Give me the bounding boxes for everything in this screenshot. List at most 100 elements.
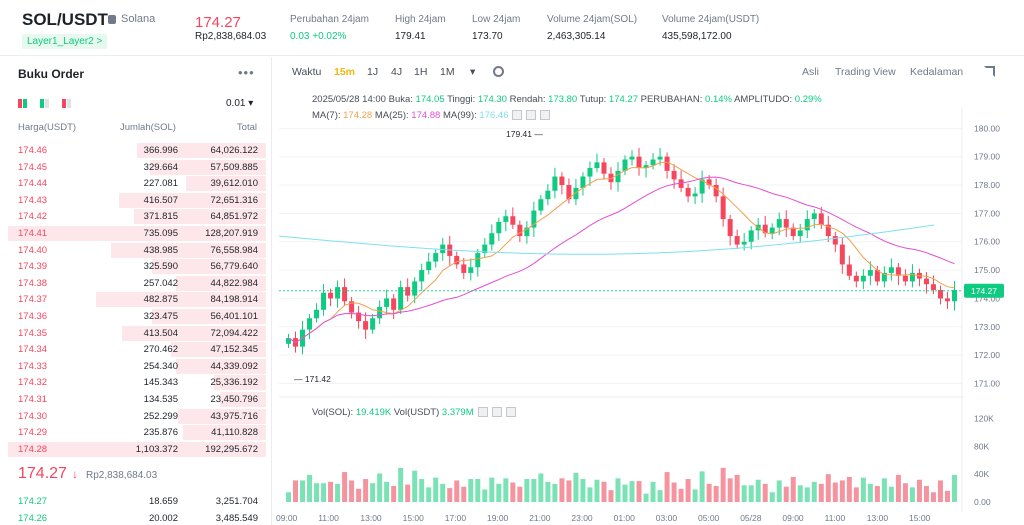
depth-bar — [122, 325, 266, 341]
settings-icon[interactable] — [526, 110, 537, 121]
precision-select[interactable]: 0.01 ▾ — [226, 98, 254, 109]
ask-row[interactable]: 174.39 325.590 56,779.640 — [0, 258, 271, 275]
candle — [363, 321, 369, 330]
ask-row[interactable]: 174.33 254.340 44,339.092 — [0, 358, 271, 374]
bid-row[interactable]: 174.26 20.002 3,485.549 — [0, 510, 271, 525]
volume-bar — [783, 486, 789, 502]
ask-row[interactable]: 174.32 145.343 25,336.192 — [0, 374, 271, 391]
x-tick-label: 21:00 — [529, 513, 551, 523]
ask-row[interactable]: 174.46 366.996 64,026.122 — [0, 142, 271, 158]
view-depth[interactable]: Kedalaman — [910, 66, 964, 78]
ask-total: 72,651.316 — [210, 194, 258, 206]
bid-row[interactable]: 174.27 18.659 3,251.704 — [0, 493, 271, 509]
settings-gear-icon[interactable] — [493, 66, 504, 77]
ask-row[interactable]: 174.43 416.507 72,651.316 — [0, 192, 271, 208]
volume-bar — [468, 479, 474, 502]
ask-price: 174.45 — [18, 161, 48, 173]
bid-total: 3,251.704 — [215, 496, 258, 507]
pair-title[interactable]: SOL/USDT — [22, 10, 108, 29]
ask-price: 174.29 — [18, 427, 48, 439]
candle — [594, 162, 600, 169]
x-tick-label: 23:00 — [571, 513, 593, 523]
volume-bar — [713, 485, 719, 502]
fullscreen-icon[interactable] — [984, 66, 995, 77]
candle — [475, 253, 481, 268]
ask-price: 174.33 — [18, 360, 48, 372]
view-tradingview[interactable]: Trading View — [835, 66, 896, 78]
interval-4[interactable]: 1H — [414, 66, 428, 78]
y-tick-label: 179.00 — [974, 152, 1000, 162]
volume-bar — [748, 485, 754, 502]
last-price-tag-label: 174.27 — [971, 286, 997, 296]
ask-row[interactable]: 174.40 438.985 76,558.984 — [0, 242, 271, 258]
depth-bar — [186, 176, 266, 192]
candle — [377, 306, 383, 319]
ask-row[interactable]: 174.28 1,103.372 192,295.672 — [0, 441, 271, 457]
x-tick-label: 19:00 — [487, 513, 509, 523]
interval-0[interactable]: Waktu — [292, 66, 322, 78]
candle — [867, 270, 873, 276]
interval-6[interactable]: ▾ — [470, 66, 476, 78]
volume-bar — [552, 483, 558, 502]
ask-row[interactable]: 174.30 252.299 43,975.716 — [0, 408, 271, 424]
interval-3[interactable]: 4J — [391, 66, 403, 78]
volume-bar — [377, 473, 383, 502]
depth-bar — [152, 309, 266, 324]
ask-total: 128,207.919 — [205, 228, 258, 239]
x-tick-label: 05:00 — [698, 513, 720, 523]
depth-bar — [176, 275, 266, 291]
view-both-icon[interactable] — [18, 99, 27, 108]
depth-bar — [183, 425, 266, 441]
candle — [342, 287, 348, 302]
volume-bar — [328, 481, 334, 502]
volume-bar — [755, 479, 761, 502]
ask-row[interactable]: 174.42 371.815 64,851.972 — [0, 208, 271, 225]
bid-price: 174.26 — [18, 512, 48, 524]
ask-row[interactable]: 174.31 134.535 23,450.796 — [0, 391, 271, 407]
x-tick-label: 01:00 — [614, 513, 636, 523]
volume-bar — [909, 487, 915, 502]
ask-amount: 323.475 — [143, 311, 178, 322]
order-book-title: Buku Order — [18, 67, 85, 81]
depth-bar — [8, 226, 266, 241]
volume-bar — [951, 474, 957, 502]
ask-row[interactable]: 174.35 413.504 72,094.422 — [0, 325, 271, 341]
depth-bar — [96, 292, 266, 308]
view-asks-icon[interactable] — [62, 99, 71, 108]
more-icon[interactable]: ••• — [238, 65, 255, 80]
volume-bar — [447, 488, 453, 502]
close-icon[interactable] — [505, 407, 516, 418]
volume-bar — [545, 481, 551, 502]
view-asli[interactable]: Asli — [802, 66, 819, 78]
ask-row[interactable]: 174.41 735.095 128,207.919 — [0, 225, 271, 241]
ma99-line — [278, 224, 935, 255]
depth-bar — [214, 375, 266, 391]
down-arrow-icon: ↓ — [72, 467, 78, 481]
category-tag[interactable]: Layer1_Layer2 > — [22, 34, 108, 49]
settings-icon[interactable] — [491, 407, 502, 418]
ask-row[interactable]: 174.38 257.042 44,822.984 — [0, 275, 271, 291]
visibility-icon[interactable] — [477, 407, 488, 418]
interval-2[interactable]: 1J — [367, 66, 379, 78]
y-tick-label: 178.00 — [974, 180, 1000, 190]
ask-row[interactable]: 174.45 329.664 57,509.885 — [0, 159, 271, 175]
coin-name[interactable]: Solana — [121, 13, 156, 25]
close-icon[interactable] — [540, 110, 551, 121]
info-icon[interactable] — [108, 15, 116, 24]
candlestick-chart[interactable]: 180.00 179.00 178.00 177.00 176.00 175.00 174.… — [274, 57, 1024, 525]
visibility-icon[interactable] — [512, 110, 523, 121]
volume-bar — [559, 478, 565, 502]
ask-row[interactable]: 174.29 235.876 41,110.828 — [0, 424, 271, 441]
ask-row[interactable]: 174.36 323.475 56,401.101 — [0, 308, 271, 324]
interval-5[interactable]: 1M — [440, 66, 455, 78]
candle — [573, 187, 579, 200]
interval-1[interactable]: 15m — [334, 66, 356, 78]
ask-row[interactable]: 174.37 482.875 84,198.914 — [0, 291, 271, 308]
candle — [636, 156, 642, 169]
candle — [860, 275, 866, 282]
stat-low: Low 24jam 173.70 — [472, 14, 521, 42]
ask-row[interactable]: 174.34 270.462 47,152.345 — [0, 341, 271, 358]
volume-bar — [867, 483, 873, 502]
ask-row[interactable]: 174.44 227.081 39,612.010 — [0, 175, 271, 192]
view-bids-icon[interactable] — [40, 99, 49, 108]
